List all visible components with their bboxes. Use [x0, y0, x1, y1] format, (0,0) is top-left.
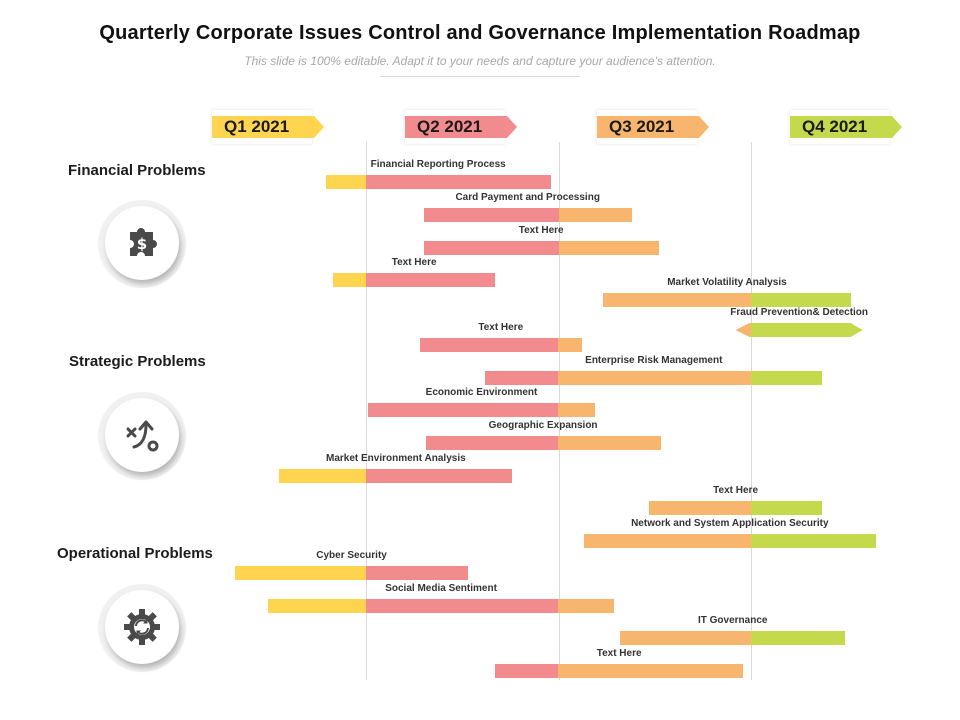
- task-bar-segment-q3: [558, 436, 661, 450]
- category-operational-icon-circle: [105, 590, 179, 664]
- category-operational-label: Operational Problems: [57, 545, 213, 562]
- task-bar: [423, 208, 632, 222]
- task-bar: [325, 175, 551, 189]
- quarter-tag-4: Q4 2021: [790, 116, 902, 138]
- task-bar: [494, 664, 744, 678]
- task-bar-segment-q4: [751, 323, 863, 337]
- task-bar-segment-q3: [558, 403, 596, 417]
- task-bar: [648, 501, 823, 515]
- task-bar: [333, 273, 495, 287]
- task-bar: [583, 534, 877, 548]
- page-title: Quarterly Corporate Issues Control and G…: [99, 22, 861, 44]
- task-bar-segment-q4: [750, 501, 823, 515]
- task-bar-segment-q2: [423, 208, 559, 222]
- task-bar-segment-q1: [325, 175, 366, 189]
- task-bar-segment-q3: [558, 664, 744, 678]
- task-bar: [736, 323, 863, 337]
- task-bar-segment-q2: [365, 566, 468, 580]
- task-bar: [425, 436, 661, 450]
- task-label: Text Here: [518, 225, 564, 236]
- task-bar-segment-q1: [235, 566, 366, 580]
- task-label: Financial Reporting Process: [370, 159, 506, 170]
- task-bar: [419, 338, 582, 352]
- task-label: Enterprise Risk Management: [585, 355, 723, 366]
- task-bar-segment-q4: [750, 534, 877, 548]
- task-bar-segment-q4: [750, 371, 823, 385]
- task-label: Text Here: [596, 648, 642, 659]
- task-bar-segment-q3: [558, 371, 751, 385]
- task-label: Text Here: [391, 257, 437, 268]
- puzzle-dollar-icon: $: [130, 228, 157, 256]
- task-bar-segment-q4: [750, 293, 852, 307]
- task-bar-segment-q1: [267, 599, 366, 613]
- task-label: Market Environment Analysis: [325, 453, 466, 464]
- task-bar-segment-q3: [736, 323, 751, 337]
- task-label: Cyber Security: [316, 550, 387, 561]
- quarter-tag-3: Q3 2021: [597, 116, 709, 138]
- task-bar-segment-q2: [494, 664, 559, 678]
- category-financial-label: Financial Problems: [68, 162, 206, 179]
- task-bar-segment-q2: [366, 469, 513, 483]
- task-bar-segment-q3: [620, 631, 751, 645]
- category-strategic-icon-circle: [105, 398, 179, 472]
- page-subtitle: This slide is 100% editable. Adapt it to…: [244, 54, 716, 68]
- task-bar-segment-q3: [648, 501, 751, 515]
- task-bar-segment-q3: [558, 599, 615, 613]
- task-bar-segment-q3: [583, 534, 751, 548]
- task-bar-segment-q2: [367, 403, 559, 417]
- category-financial-icon-circle: $: [105, 206, 179, 280]
- task-bar-segment-q3: [558, 241, 659, 255]
- quarter-tag-1: Q1 2021: [212, 116, 324, 138]
- task-label: Network and System Application Security: [631, 518, 829, 529]
- quarter-gridline: [751, 142, 752, 680]
- task-label: Geographic Expansion: [488, 420, 598, 431]
- task-bar-segment-q4: [750, 631, 846, 645]
- task-label: Card Payment and Processing: [455, 192, 600, 203]
- task-bar-segment-q3: [558, 338, 582, 352]
- task-bar-segment-q2: [365, 175, 551, 189]
- subtitle-divider: [380, 76, 580, 77]
- task-label: IT Governance: [697, 615, 768, 626]
- task-label: Fraud Prevention& Detection: [730, 307, 869, 318]
- task-bar-segment-q2: [425, 436, 559, 450]
- task-bar-segment-q3: [602, 293, 751, 307]
- gear-cycle-icon: [124, 609, 160, 645]
- task-bar-segment-q2: [365, 599, 559, 613]
- task-bar-segment-q2: [423, 241, 559, 255]
- task-bar: [620, 631, 846, 645]
- task-label: Text Here: [713, 485, 759, 496]
- task-bar: [367, 403, 596, 417]
- task-bar: [485, 371, 823, 385]
- task-label: Economic Environment: [425, 387, 538, 398]
- task-bar: [235, 566, 468, 580]
- quarter-gridline: [366, 142, 367, 680]
- task-bar-segment-q2: [485, 371, 559, 385]
- category-strategic-label: Strategic Problems: [69, 353, 206, 370]
- strategy-arrow-icon: [126, 420, 159, 452]
- task-bar: [602, 293, 852, 307]
- task-bar: [423, 241, 659, 255]
- task-label: Market Volatility Analysis: [667, 277, 787, 288]
- task-bar: [267, 599, 615, 613]
- svg-text:$: $: [137, 235, 147, 253]
- task-bar-segment-q1: [333, 273, 366, 287]
- task-label: Social Media Sentiment: [385, 583, 497, 594]
- task-label: Text Here: [478, 322, 524, 333]
- task-bar-segment-q3: [558, 208, 632, 222]
- task-bar: [279, 469, 513, 483]
- task-bar-segment-q2: [365, 273, 495, 287]
- quarter-tag-2: Q2 2021: [405, 116, 517, 138]
- task-bar-segment-q2: [419, 338, 559, 352]
- task-bar-segment-q1: [279, 469, 366, 483]
